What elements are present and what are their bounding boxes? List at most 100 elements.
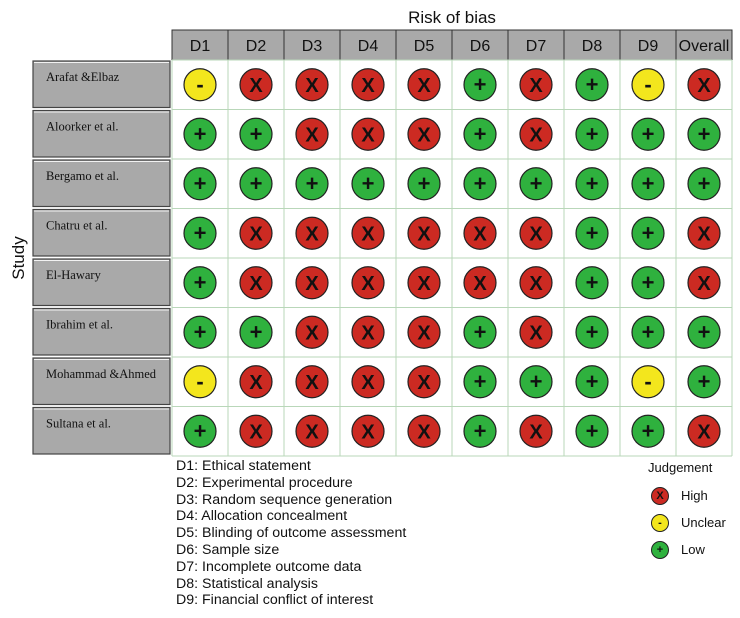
judgement-circle [295, 315, 329, 349]
column-header-cell [507, 29, 565, 61]
judgement-symbol: + [194, 220, 207, 245]
judgement-circle [463, 68, 497, 102]
legend-item-high: X High [651, 487, 740, 509]
domain-description-d6: D6: Sample size [176, 541, 280, 558]
judgement-circle [351, 216, 385, 250]
judgement-circle [631, 216, 665, 250]
judgement-symbol: + [642, 121, 655, 146]
judgement-symbol: X [361, 124, 375, 146]
judgement-circle [183, 315, 217, 349]
judgement-circle [351, 414, 385, 448]
domain-description-d8: D8: Statistical analysis [176, 575, 318, 592]
column-header-cell [395, 29, 453, 61]
judgement-symbol: + [474, 418, 487, 443]
judgement-symbol: X [305, 124, 319, 146]
legend-title: Judgement [648, 460, 713, 475]
column-header-label: D3 [302, 38, 323, 55]
judgement-symbol: X [361, 75, 375, 97]
judgement-circle [519, 365, 553, 399]
judgement-symbol: + [642, 319, 655, 344]
judgement-circle [183, 68, 217, 102]
judgement-circle [295, 414, 329, 448]
judgement-symbol: X [417, 124, 431, 146]
judgement-symbol: + [586, 270, 599, 295]
judgement-circle [575, 266, 609, 300]
column-header-label: D4 [358, 38, 379, 55]
judgement-symbol: X [249, 372, 263, 394]
judgement-circle [183, 365, 217, 399]
judgement-symbol: + [586, 369, 599, 394]
judgement-symbol: X [417, 75, 431, 97]
judgement-circle [575, 216, 609, 250]
study-label-box [32, 307, 171, 356]
judgement-symbol: + [530, 369, 543, 394]
study-label-box [32, 406, 171, 455]
judgement-symbol: X [529, 75, 543, 97]
column-header-label: D5 [414, 38, 435, 55]
judgement-circle [631, 117, 665, 151]
judgement-symbol: - [196, 72, 203, 97]
unclear-minus-icon: - [651, 514, 669, 532]
judgement-circle [183, 266, 217, 300]
judgement-symbol: + [586, 319, 599, 344]
column-header-label: D1 [190, 38, 211, 55]
domain-description-d7: D7: Incomplete outcome data [176, 558, 362, 575]
study-label-box [32, 159, 171, 208]
y-axis-label: Study [9, 236, 28, 280]
judgement-circle [463, 266, 497, 300]
judgement-circle [407, 365, 441, 399]
judgement-symbol: - [196, 369, 203, 394]
study-label: Ibrahim et al. [46, 318, 113, 332]
judgement-circle [687, 414, 721, 448]
judgement-circle [631, 167, 665, 201]
judgement-symbol: + [474, 72, 487, 97]
judgement-circle [519, 414, 553, 448]
judgement-symbol: + [474, 121, 487, 146]
judgement-symbol: X [697, 421, 711, 443]
judgement-circle [519, 117, 553, 151]
judgement-symbol: + [642, 171, 655, 196]
judgement-circle [687, 68, 721, 102]
judgement-circle [239, 117, 273, 151]
judgement-symbol: X [361, 223, 375, 245]
study-label: Mohammad &Ahmed [46, 367, 157, 381]
judgement-circle [351, 167, 385, 201]
judgement-circle [407, 117, 441, 151]
chart-title: Risk of bias [408, 8, 496, 27]
judgement-circle [575, 117, 609, 151]
judgement-symbol: X [361, 273, 375, 295]
domain-description-d1: D1: Ethical statement [176, 458, 311, 474]
judgement-circle [351, 365, 385, 399]
judgement-circle [239, 365, 273, 399]
judgement-circle [687, 365, 721, 399]
judgement-circle [631, 365, 665, 399]
judgement-circle [687, 117, 721, 151]
judgement-circle [463, 167, 497, 201]
judgement-circle [239, 315, 273, 349]
judgement-symbol: X [529, 273, 543, 295]
judgement-symbol: + [530, 171, 543, 196]
judgement-circle [631, 315, 665, 349]
domain-description-d5: D5: Blinding of outcome assessment [176, 525, 407, 542]
judgement-symbol: + [194, 418, 207, 443]
study-label: Sultana et al. [46, 417, 111, 431]
judgement-circle [351, 315, 385, 349]
judgement-symbol: + [642, 270, 655, 295]
legend-item-low: + Low [651, 541, 740, 563]
study-label-box [32, 258, 171, 307]
column-header-cell [675, 29, 733, 61]
judgement-symbol: X [473, 223, 487, 245]
judgement-circle [687, 266, 721, 300]
judgement-symbol: - [644, 72, 651, 97]
study-label: Bergamo et al. [46, 169, 119, 183]
judgement-symbol: X [697, 223, 711, 245]
judgement-circle [407, 216, 441, 250]
judgement-symbol: + [586, 171, 599, 196]
judgement-symbol: X [417, 421, 431, 443]
judgement-symbol: + [586, 72, 599, 97]
judgement-circle [463, 414, 497, 448]
study-label-box [32, 109, 171, 158]
judgement-symbol: + [194, 121, 207, 146]
study-label: El-Hawary [46, 268, 102, 282]
judgement-circle [519, 216, 553, 250]
